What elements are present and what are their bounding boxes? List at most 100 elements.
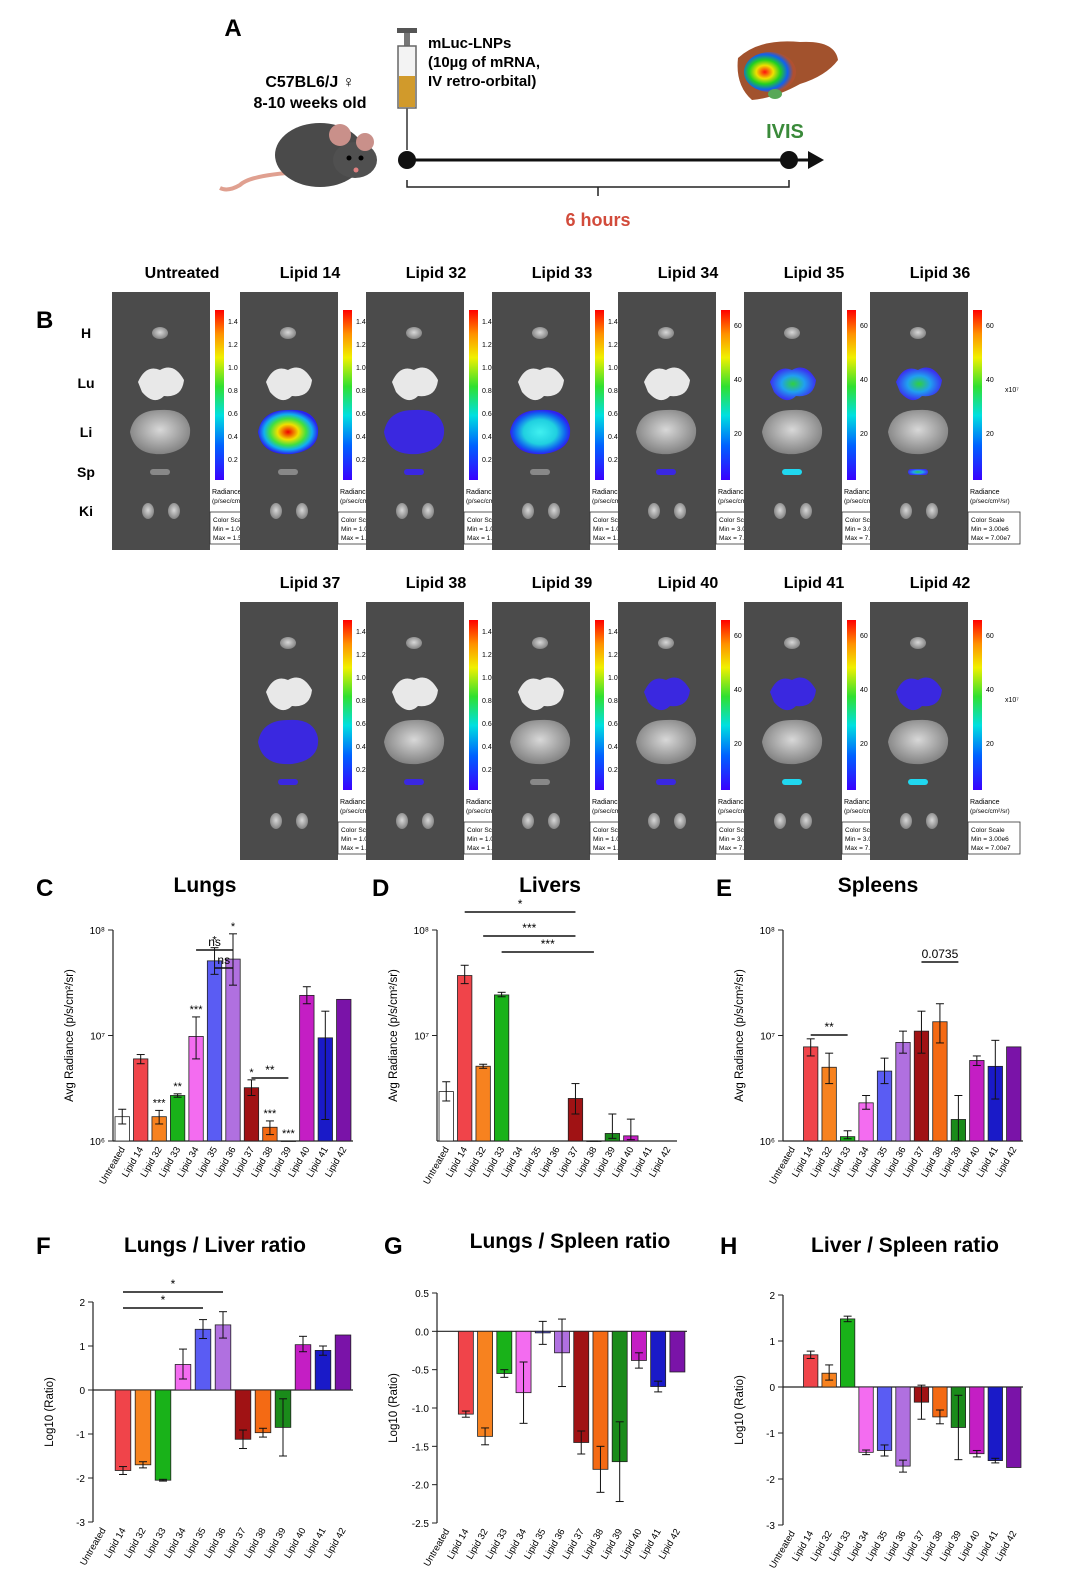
radiance-units: (p/sec/cm²/sr)	[718, 498, 758, 505]
y-tick-label: -3	[76, 1518, 85, 1529]
heart-organ	[910, 637, 926, 649]
color-bar-tick: 1.4	[482, 629, 492, 636]
bar	[876, 1386, 893, 1451]
bar	[803, 1354, 819, 1388]
color-scale-label: Color Scale	[845, 827, 879, 834]
spleen-organ	[656, 779, 676, 785]
kidney-organ	[900, 503, 912, 519]
color-scale-label: Color Scale	[971, 517, 1005, 524]
color-bar-tick: 20	[860, 431, 868, 438]
panel-label-g: G	[384, 1233, 403, 1260]
bar	[858, 1386, 874, 1453]
liver-organ	[258, 409, 319, 455]
panel-label-c: C	[36, 875, 53, 902]
color-bar-tick: 1.4	[608, 319, 618, 326]
significance-star: **	[173, 1081, 182, 1093]
color-bar-tick: 20	[734, 431, 742, 438]
significance-star: ***	[153, 1097, 167, 1109]
ivis-title: Lipid 37	[280, 575, 341, 592]
spleen-organ	[278, 779, 298, 785]
organ-label: Sp	[77, 464, 95, 480]
liver-organ	[888, 409, 949, 455]
heart-organ	[910, 327, 926, 339]
color-bar-tick: 20	[860, 741, 868, 748]
color-scale-label: Color Scale	[467, 517, 501, 524]
mouse-eye	[346, 155, 352, 161]
color-bar-tick: 60	[986, 633, 994, 640]
ivis-panel: Untreated1.41.21.00.80.60.40.2x10⁸Radian…	[112, 265, 263, 550]
color-bar-exponent: x10⁷	[1005, 697, 1019, 704]
y-tick-label: 1	[769, 1337, 775, 1348]
color-bar-tick: 60	[734, 633, 742, 640]
radiance-units: (p/sec/cm²/sr)	[466, 808, 506, 815]
kidney-organ	[522, 813, 534, 829]
liver-organ	[130, 409, 191, 455]
panel-a-schematic: A C57BL6/J ♀ 8-10 weeks old mLuc-LNPs (10µg …	[219, 15, 838, 230]
color-bar-tick: 1.0	[356, 675, 366, 682]
significance-star: ***	[264, 1108, 278, 1120]
y-tick-label: 1	[79, 1342, 85, 1353]
kidney-organ	[548, 813, 560, 829]
bar	[475, 1065, 491, 1142]
lung-organ	[896, 677, 942, 711]
color-bar-tick: 1.2	[482, 652, 492, 659]
y-tick-label: 2	[79, 1298, 85, 1309]
bar	[1006, 1046, 1022, 1142]
color-scale-min: Min = 1.00e7	[467, 836, 505, 843]
significance-star: ***	[282, 1128, 296, 1140]
color-scale-min: Min = 1.00e7	[341, 526, 379, 533]
bar	[299, 994, 315, 1142]
color-scale-max: Max = 1.50e8	[341, 845, 381, 852]
color-scale-max: Max = 1.50e8	[593, 535, 633, 542]
liver-organ	[510, 719, 571, 765]
color-bar-tick: 0.8	[608, 388, 618, 395]
heart-organ	[280, 637, 296, 649]
kidney-organ	[296, 503, 308, 519]
bar	[895, 1042, 911, 1142]
radiance-label: Radiance	[970, 489, 1000, 496]
heart-organ	[406, 637, 422, 649]
y-tick-label: -0.5	[412, 1366, 430, 1377]
color-scale-label: Color Scale	[341, 827, 375, 834]
lung-organ	[644, 367, 690, 401]
color-bar-tick: 1.2	[482, 342, 492, 349]
radiance-label: Radiance	[340, 489, 370, 496]
color-bar	[847, 310, 856, 480]
kidney-organ	[674, 503, 686, 519]
y-tick-label: -1.5	[412, 1442, 430, 1453]
color-scale-box	[967, 511, 1021, 545]
color-scale-min: Min = 3.00e6	[971, 836, 1009, 843]
radiance-units: (p/sec/cm²/sr)	[212, 498, 252, 505]
ivis-title: Lipid 32	[406, 265, 467, 282]
y-tick-label: 10⁷	[90, 1032, 105, 1043]
mouse-ear	[356, 133, 374, 151]
radiance-label: Radiance	[340, 799, 370, 806]
bar	[650, 1330, 667, 1387]
color-bar-tick: 0.2	[482, 767, 492, 774]
y-tick-label: 10⁶	[760, 1137, 775, 1148]
color-bar	[721, 620, 730, 790]
color-bar-tick: 1.0	[482, 675, 492, 682]
color-bar-tick: 1.0	[608, 675, 618, 682]
spleen-organ	[278, 469, 298, 475]
color-scale-label: Color Scale	[593, 517, 627, 524]
ivis-panel: Lipid 141.41.21.00.80.60.40.2x10⁸Radianc…	[240, 265, 391, 550]
bar	[206, 960, 223, 1142]
lung-organ	[266, 677, 312, 711]
bar-charts: C Lungs 10⁶ 10⁷ 10⁸ Avg Radiance (p/s/cm²/sr)…	[36, 874, 1023, 1571]
significance-label: 0.0735	[922, 947, 959, 961]
kidney-organ	[142, 503, 154, 519]
color-scale-label: Color Scale	[845, 517, 879, 524]
organ-label: Li	[80, 424, 92, 440]
y-axis-label: Avg Radiance (p/s/cm²/sr)	[734, 969, 746, 1102]
y-tick-label: -1	[76, 1430, 85, 1441]
color-bar-tick: 1.0	[228, 365, 238, 372]
chart-title: Lungs / Liver ratio	[124, 1234, 306, 1257]
heart-organ	[658, 327, 674, 339]
ivis-title: Lipid 42	[910, 575, 971, 592]
bar	[477, 1330, 493, 1437]
mouse-head	[333, 142, 377, 178]
spleen-organ	[656, 469, 676, 475]
color-scale-max: Max = 1.50e8	[213, 535, 253, 542]
